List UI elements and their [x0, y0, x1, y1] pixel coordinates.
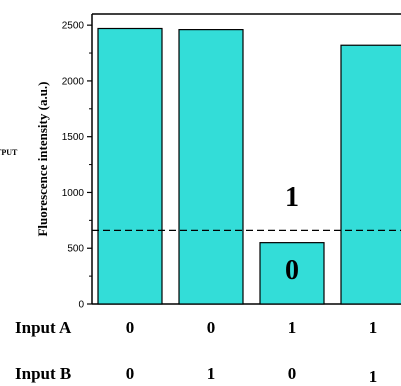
bar [340, 44, 401, 305]
y-tick-label: 0 [78, 300, 84, 311]
input-a-value: 0 [126, 318, 135, 337]
input-a-label: Input A [15, 318, 72, 337]
input-b-value: 1 [207, 364, 216, 383]
input-b-label: Input B [15, 364, 71, 383]
bar [259, 242, 325, 305]
input-b-value: 0 [288, 364, 297, 383]
bars [97, 27, 401, 305]
input-b-values: 0 1 0 1 [126, 364, 378, 386]
y-tick-label: 500 [67, 244, 84, 255]
plot-area: 0 500 1000 1500 2000 2500 [62, 13, 401, 311]
y-axis-label: Fluorescence intensity (a.u.) [35, 81, 50, 236]
input-b-value: 0 [126, 364, 135, 383]
input-b-value: 1 [369, 367, 378, 386]
y-tick-label: 1500 [62, 132, 85, 143]
y-tick-label: 1000 [62, 188, 85, 199]
output-state-low: 0 [285, 255, 299, 286]
input-a-value: 0 [207, 318, 216, 337]
input-a-values: 0 0 1 1 [126, 318, 378, 337]
bar [178, 29, 244, 305]
input-a-value: 1 [288, 318, 297, 337]
output-state-high: 1 [285, 182, 299, 213]
threshold-output-label: TPUT [0, 148, 18, 157]
y-tick-label: 2000 [62, 76, 85, 87]
bar [97, 27, 163, 305]
y-tick-label: 2500 [62, 21, 85, 32]
input-a-value: 1 [369, 318, 378, 337]
y-axis-ticks: 0 500 1000 1500 2000 2500 [62, 21, 92, 311]
